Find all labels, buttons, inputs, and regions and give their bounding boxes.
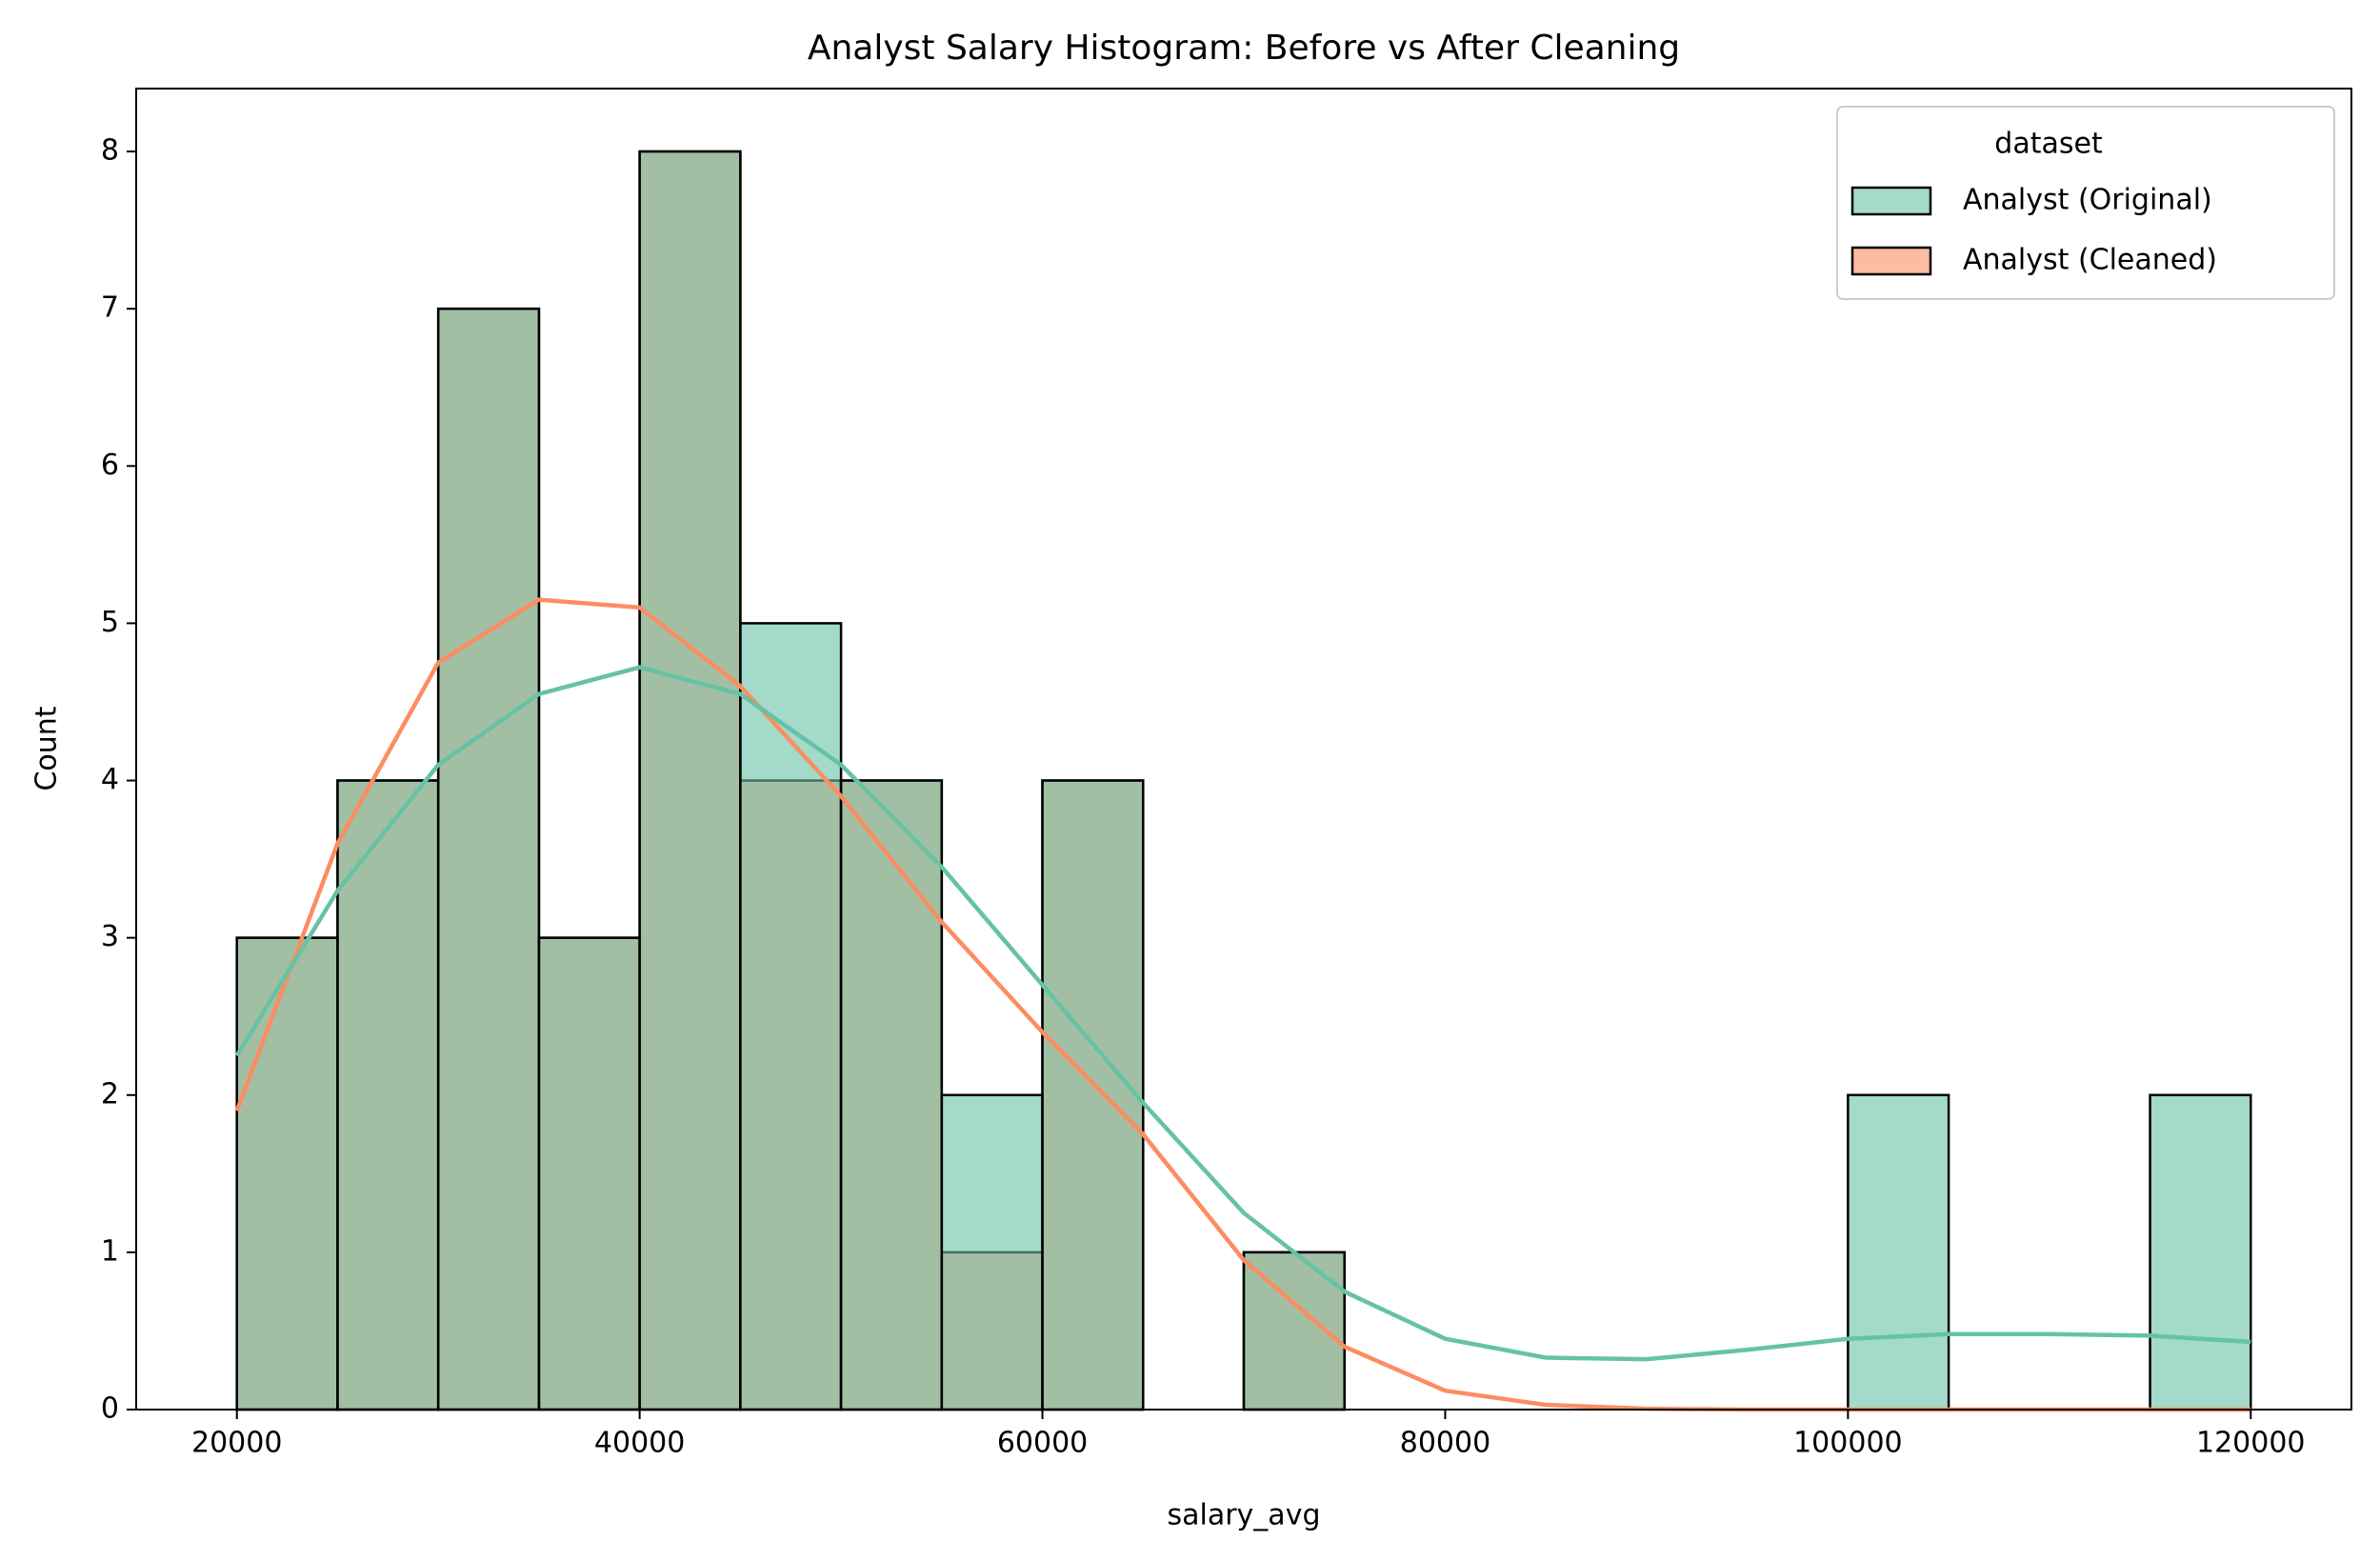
y-tick-label: 3 [101, 920, 119, 953]
histogram-bar [537, 936, 641, 1411]
legend-label: Analyst (Original) [1963, 184, 2212, 217]
histogram-bar [1041, 779, 1145, 1411]
histogram-bar [235, 936, 339, 1411]
y-tick-label: 7 [101, 291, 119, 325]
histogram-bar [940, 1093, 1044, 1411]
y-tick-label: 2 [101, 1077, 119, 1111]
histogram-bar [2149, 1093, 2252, 1411]
histogram-bar [436, 307, 541, 1411]
x-tick-label: 20000 [191, 1427, 282, 1460]
y-tick-label: 8 [101, 134, 119, 168]
histogram-bar [638, 150, 742, 1411]
legend-swatch [1850, 186, 1932, 216]
histogram-bar [839, 779, 944, 1411]
y-tick-label: 6 [101, 449, 119, 482]
chart-title: Analyst Salary Histogram: Before vs Afte… [808, 29, 1680, 68]
y-tick-label: 4 [101, 763, 119, 796]
x-tick-label: 100000 [1793, 1427, 1903, 1460]
x-axis-label: salary_avg [1167, 1499, 1320, 1532]
y-axis-label: Count [30, 706, 64, 791]
legend-swatch [1850, 246, 1932, 276]
x-tick-label: 80000 [1400, 1427, 1490, 1460]
y-tick-label: 5 [101, 606, 119, 639]
legend-box [1836, 106, 2335, 300]
y-tick-label: 1 [101, 1234, 119, 1268]
x-tick-label: 60000 [997, 1427, 1088, 1460]
plot-frame [135, 88, 2352, 1411]
x-tick-label: 40000 [594, 1427, 685, 1460]
legend-label: Analyst (Cleaned) [1963, 244, 2217, 277]
x-tick-label: 120000 [2196, 1427, 2306, 1460]
y-tick-label: 0 [101, 1392, 119, 1426]
histogram-bar [1847, 1093, 1950, 1411]
kde-line [234, 665, 2251, 1362]
legend-title: dataset [1994, 128, 2103, 161]
